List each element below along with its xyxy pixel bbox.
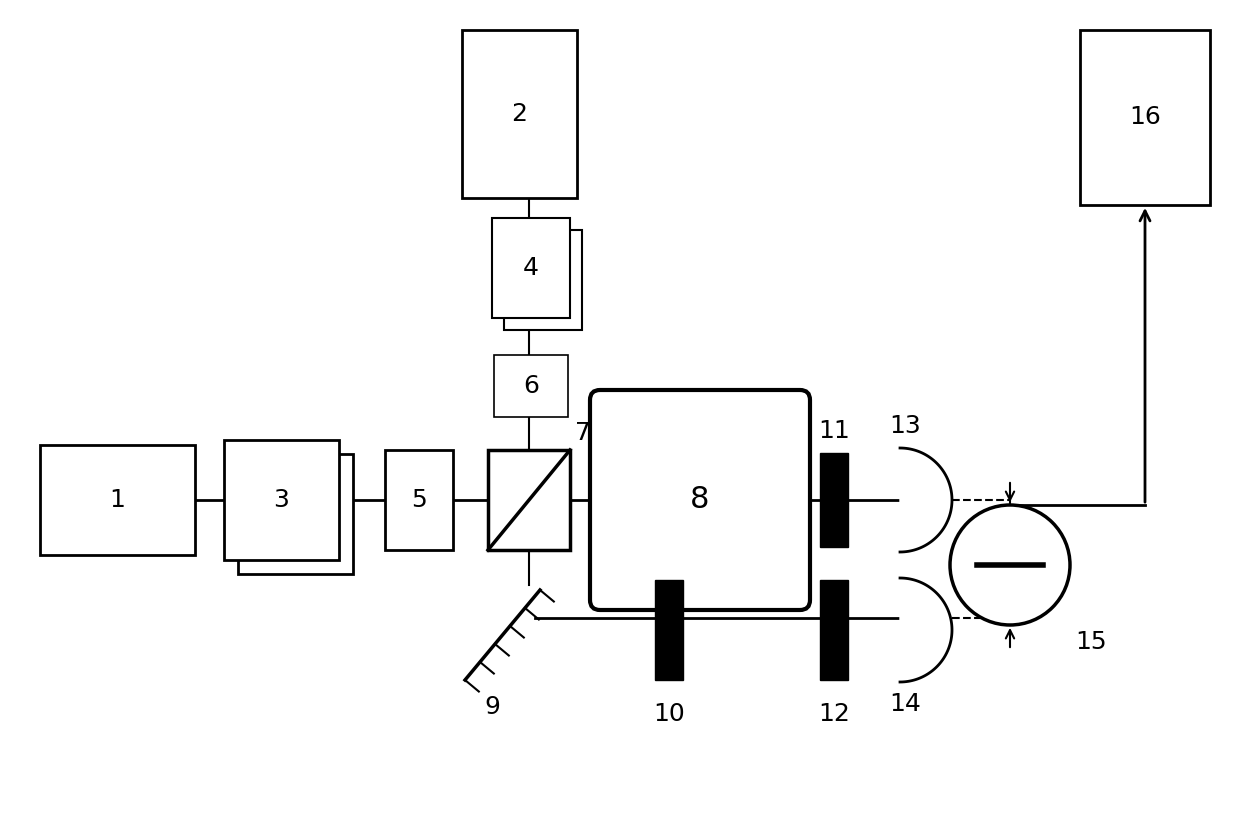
Bar — [462, 30, 577, 198]
Bar — [385, 450, 453, 550]
Text: 9: 9 — [484, 695, 501, 719]
Bar — [494, 355, 567, 417]
Text: 15: 15 — [1075, 630, 1106, 654]
Bar — [504, 230, 582, 330]
Bar — [655, 580, 683, 680]
Bar — [1080, 30, 1211, 205]
Text: 11: 11 — [818, 419, 850, 443]
Circle shape — [950, 505, 1070, 625]
Bar — [820, 453, 847, 547]
Text: 6: 6 — [523, 374, 539, 398]
FancyBboxPatch shape — [590, 390, 810, 610]
Text: 13: 13 — [890, 414, 921, 438]
Bar — [40, 445, 195, 555]
Bar — [820, 580, 847, 680]
Text: 7: 7 — [575, 421, 591, 445]
Text: 4: 4 — [523, 256, 539, 280]
Text: 1: 1 — [109, 488, 125, 512]
Text: 3: 3 — [274, 488, 290, 512]
Text: 8: 8 — [690, 486, 710, 515]
Text: 12: 12 — [818, 702, 850, 726]
Text: 14: 14 — [890, 692, 921, 716]
Bar — [224, 440, 339, 560]
Polygon shape — [900, 578, 952, 682]
Bar — [492, 218, 570, 318]
Text: 16: 16 — [1129, 106, 1161, 129]
Polygon shape — [900, 448, 952, 552]
Bar — [238, 454, 353, 574]
Bar — [488, 450, 570, 550]
Text: 10: 10 — [653, 702, 685, 726]
Text: 5: 5 — [411, 488, 427, 512]
Text: 2: 2 — [512, 102, 528, 126]
